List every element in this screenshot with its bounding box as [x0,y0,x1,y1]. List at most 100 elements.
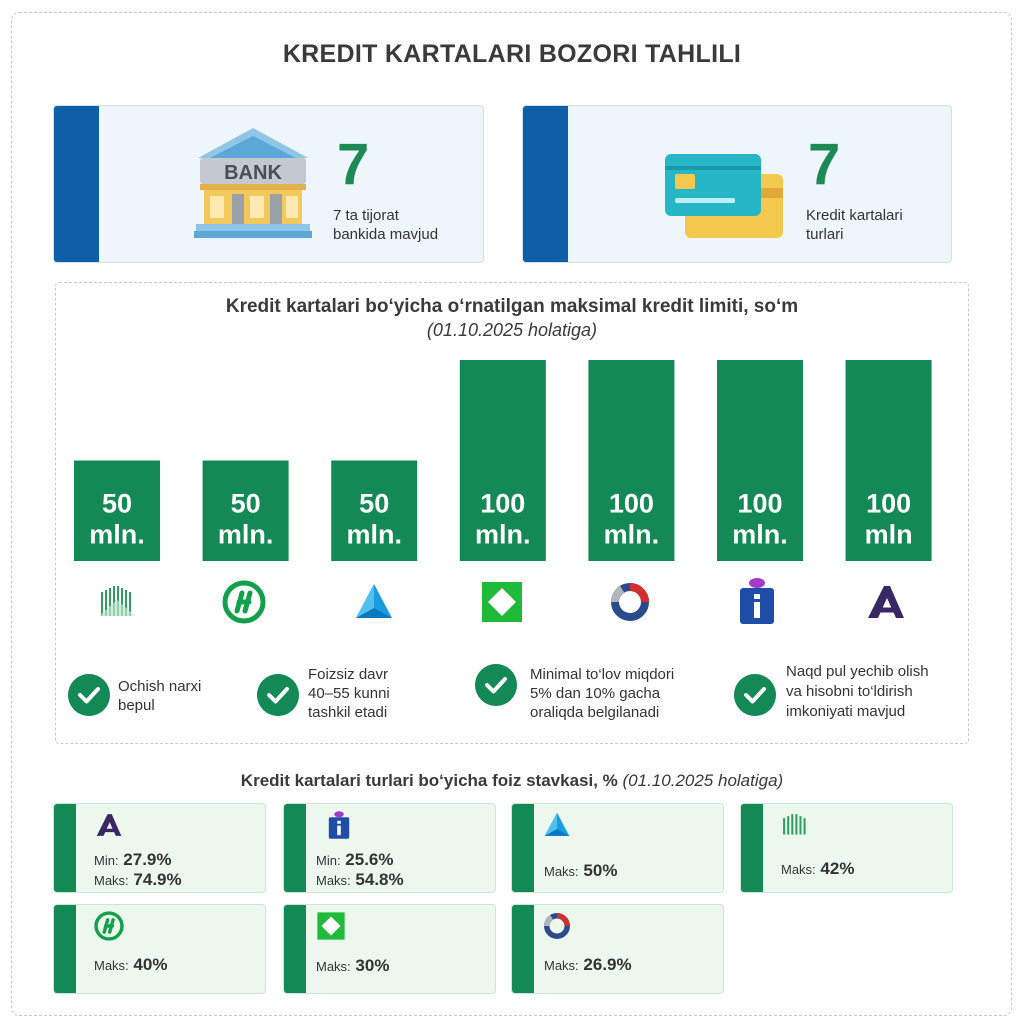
blue-triangle-logo [356,584,392,618]
feature-text-line-1: Naqd pul yechib olish [786,663,929,680]
green-stripes-logo [99,586,135,616]
rate-max-row: Maks: 26.9% [544,955,632,975]
i-letter-logo [328,811,350,839]
bar-label-2: mln. [218,520,274,550]
max-label: Maks: [316,873,351,888]
banks-caption-line-2: bankida mavjud [333,226,439,243]
max-value: 26.9% [583,955,632,974]
rate-card: Maks: 42% [740,803,953,893]
rate-card-accent [512,804,534,892]
bar-label-5: 100 [609,489,654,519]
stat-card-banks: BANK 7 7 ta tijorat bankida mavjud [53,105,484,263]
bar-1 [74,460,160,561]
card-accent [54,106,99,262]
bar-3 [331,460,418,561]
check-icon [257,674,299,716]
rate-min-row: Min: 25.6% [316,850,394,870]
bar-label-1: 50 [102,489,132,519]
max-label: Maks: [544,958,579,973]
bar-label-6: 100 [737,489,782,519]
max-label: Maks: [316,959,351,974]
blue-triangle-logo [544,812,570,836]
max-label: Maks: [94,873,129,888]
feature-text-line-2: 40–55 kunni [308,685,390,702]
feature-text-line-1: Ochish narxi [118,678,202,695]
feature-text-line-3: tashkil etadi [308,704,388,721]
ring-logo [544,913,570,939]
max-label: Maks: [781,862,816,877]
max-value: 42% [820,859,855,878]
rate-card: Min: 25.6% Maks: 54.8% [283,803,496,893]
rate-card: Maks: 50% [511,803,724,893]
bar-label-5: mln. [604,520,660,550]
banks-caption-line-1: 7 ta tijorat [333,207,399,224]
bar-7 [845,360,932,561]
bar-label-6: mln. [732,520,788,550]
max-value: 50% [583,861,618,880]
page-frame [11,12,1012,1016]
credit-card-icon [665,154,783,238]
green-diamond-logo [317,912,345,940]
rate-card: Maks: 26.9% [511,904,724,994]
bank-icon-text: BANK [224,162,282,184]
check-icon [68,674,110,716]
min-label: Min: [94,853,119,868]
rate-card: Min: 27.9% Maks: 74.9% [53,803,266,893]
max-label: Maks: [544,864,579,879]
rate-card-accent [741,804,763,892]
feature-text-line-2: 5% dan 10% gacha [530,685,661,702]
bar-label-3: 50 [359,489,389,519]
types-caption-line-2: turlari [806,226,844,243]
rate-card-accent [54,804,76,892]
page-title: KREDIT KARTALARI BOZORI TAHLILI [282,40,742,68]
rate-max-row: Maks: 54.8% [316,870,404,890]
feature-text-line-2: va hisobni to‘ldirish [786,683,913,700]
bar-label-4: 100 [480,489,525,519]
min-value: 25.6% [345,850,394,869]
i-letter-logo [740,578,774,624]
feature-text-line-2: bepul [118,697,155,714]
bar-label-1: mln. [89,520,145,550]
green-stripes-logo [783,814,806,835]
rate-min-row: Min: 27.9% [94,850,172,870]
bar-label-7: mln [865,520,913,550]
hamkorbank-h-logo [94,911,124,941]
min-value: 27.9% [123,850,172,869]
rate-max-row: Maks: 74.9% [94,870,182,890]
purple-a-logo [868,586,904,618]
check-icon [734,674,776,716]
chart-title: Kredit kartalari bo‘yicha o‘rnatilgan ma… [225,296,799,317]
bank-icon: BANK [194,128,312,238]
bar-6 [717,360,803,561]
banks-count: 7 [337,132,370,197]
types-count: 7 [808,132,841,197]
rate-card-accent [284,804,306,892]
bar-4 [459,360,546,561]
rate-card: Maks: 40% [53,904,266,994]
stat-card-types: 7 Kredit kartalari turlari [522,105,952,263]
max-value: 54.8% [355,870,404,889]
rates-title-date: (01.10.2025 holatiga) [622,771,784,790]
rate-max-row: Maks: 40% [94,955,167,975]
rate-max-row: Maks: 42% [781,859,854,879]
feature-text-line-3: imkoniyati mavjud [786,703,906,720]
feature-text-line-3: oraliqda belgilanadi [530,704,660,721]
rate-max-row: Maks: 50% [544,861,617,881]
rate-card: Maks: 30% [283,904,496,994]
bar-label-4: mln. [475,520,531,550]
feature-text-line-1: Minimal to‘lov miqdori [530,666,675,683]
hamkorbank-h-logo [222,580,266,624]
bar-2 [202,460,289,561]
rate-card-accent [284,905,306,993]
green-diamond-logo [482,582,522,622]
bar-label-2: 50 [231,489,261,519]
bar-label-3: mln. [346,520,402,550]
purple-a-logo [96,814,122,836]
max-label: Maks: [94,958,129,973]
bar-5 [588,360,675,561]
min-label: Min: [316,853,341,868]
chart-subtitle: (01.10.2025 holatiga) [426,320,598,340]
types-caption-line-1: Kredit kartalari [806,207,903,224]
check-icon [475,664,517,706]
